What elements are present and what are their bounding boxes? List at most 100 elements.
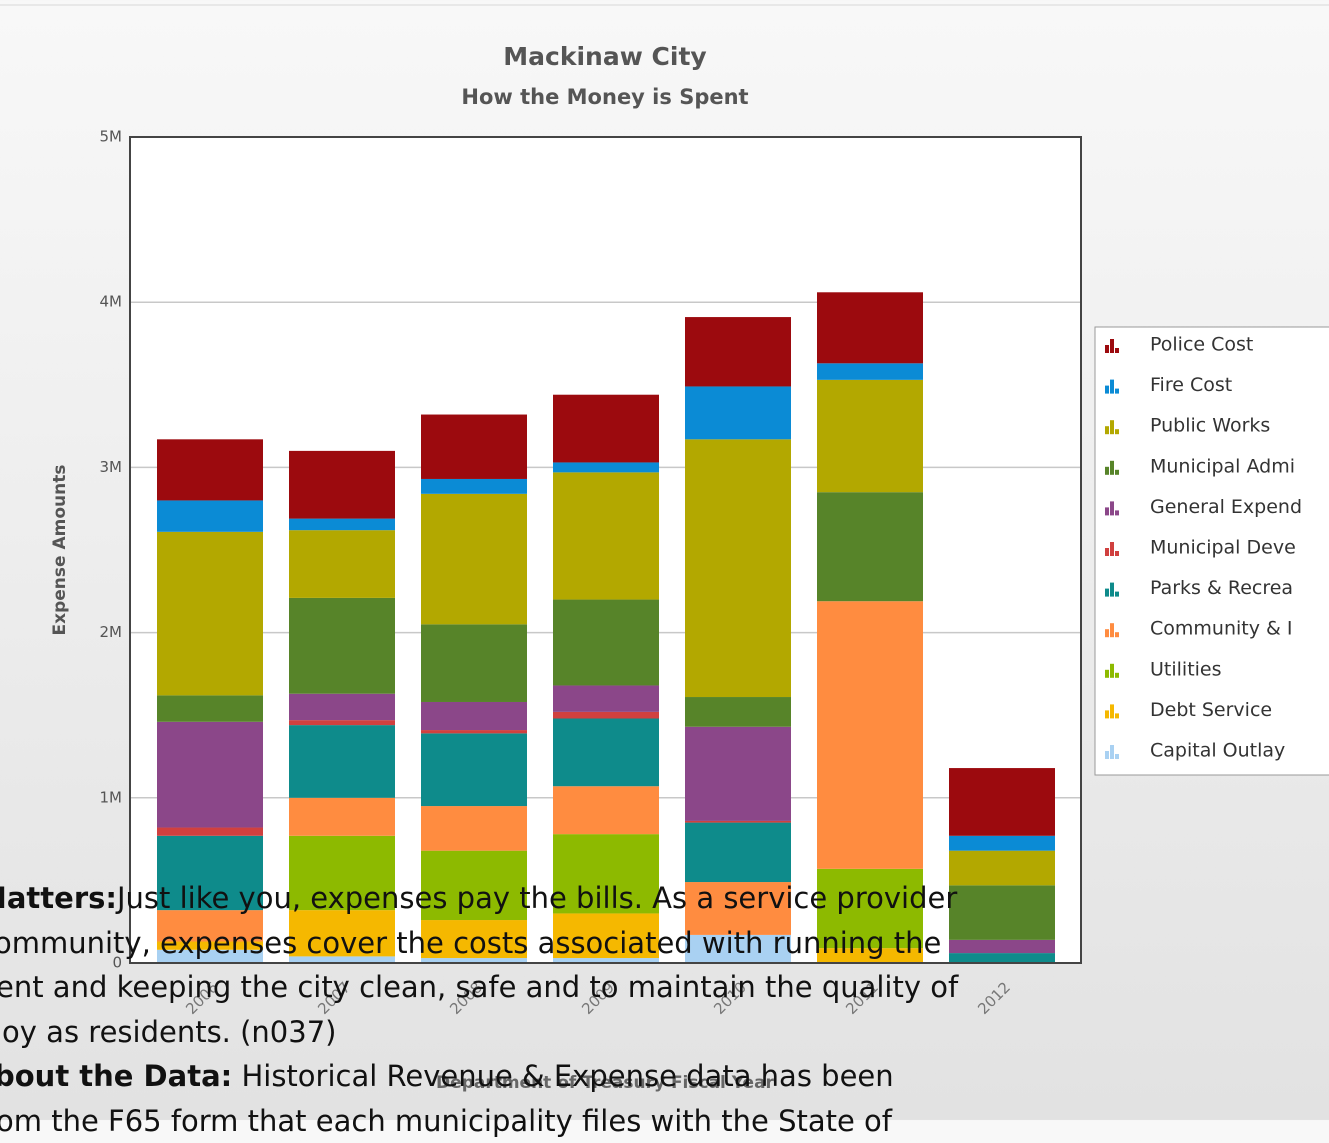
legend-icon-bar xyxy=(1105,670,1109,678)
legend-icon-bar xyxy=(1115,592,1119,597)
bar-segment xyxy=(949,836,1055,851)
bar-segment xyxy=(421,806,527,851)
bar-segment xyxy=(289,519,395,531)
legend-icon-bar xyxy=(1115,754,1119,759)
bold-label: bout the Data: xyxy=(0,1059,232,1093)
legend-icon-bar xyxy=(1115,389,1119,394)
legend-icon-bar xyxy=(1110,380,1114,394)
bar-segment xyxy=(553,462,659,472)
legend-icon-bar xyxy=(1105,548,1109,556)
legend-icon-bar xyxy=(1110,501,1114,515)
text-line: ent and keeping the city clean, safe and… xyxy=(0,965,1325,1010)
text-line: Matters:Just like you, expenses pay the … xyxy=(0,876,1307,921)
legend-label: Municipal Admi xyxy=(1150,455,1295,477)
legend-icon-bar xyxy=(1105,629,1109,637)
bar-segment xyxy=(157,439,263,500)
y-tick-label: 4M xyxy=(100,293,123,311)
legend-icon-bar xyxy=(1110,339,1114,353)
bar-segment xyxy=(289,798,395,836)
bar-segment xyxy=(289,598,395,694)
bar-segment xyxy=(157,695,263,721)
bar-segment xyxy=(817,292,923,363)
legend-icon-bar xyxy=(1105,345,1109,353)
bar-segment xyxy=(157,500,263,531)
legend-icon-bar xyxy=(1115,348,1119,353)
bar-segment xyxy=(421,702,527,730)
bar-segment xyxy=(685,697,791,727)
bar-segment xyxy=(553,719,659,787)
text: Just like you, expenses pay the bills. A… xyxy=(117,881,957,915)
legend-icon-bar xyxy=(1110,461,1114,475)
y-tick-label: 1M xyxy=(100,788,123,806)
bar-segment xyxy=(421,415,527,479)
text: joy as residents. (n037) xyxy=(0,1015,336,1049)
bar-segment xyxy=(157,722,263,828)
bar-segment xyxy=(817,492,923,601)
y-axis-label: Expense Amounts xyxy=(50,465,70,636)
bar-segment xyxy=(817,601,923,869)
legend-label: Community & I xyxy=(1150,618,1292,640)
bar-segment xyxy=(553,472,659,599)
legend-icon-bar xyxy=(1105,710,1109,718)
legend-label: Fire Cost xyxy=(1150,374,1232,396)
legend: Police Cost Fire Cost Public Works Municipa… xyxy=(1095,327,1329,775)
bar-segment xyxy=(685,317,791,386)
legend-icon-bar xyxy=(1115,551,1119,556)
bar-segment xyxy=(157,828,263,836)
text: om the F65 form that each municipality f… xyxy=(0,1104,892,1138)
legend-icon-bar xyxy=(1110,583,1114,597)
bold-label: Matters: xyxy=(0,881,117,915)
bar-segment xyxy=(685,439,791,697)
legend-icon-bar xyxy=(1105,386,1109,394)
bar-segment xyxy=(553,600,659,686)
legend-icon-bar xyxy=(1105,507,1109,515)
text-line: bout the Data: Historical Revenue & Expe… xyxy=(0,1054,1323,1099)
legend-icon-bar xyxy=(1110,623,1114,637)
legend-icon-bar xyxy=(1110,745,1114,759)
legend-icon-bar xyxy=(1110,542,1114,556)
y-tick-label: 5M xyxy=(100,128,123,146)
bar-segment xyxy=(157,532,263,696)
bar-segment xyxy=(421,730,527,733)
page: Mackinaw City How the Money is Spent Exp… xyxy=(0,0,1329,1120)
bar-segment xyxy=(949,768,1055,836)
y-tick-label: 3M xyxy=(100,458,123,476)
legend-icon-bar xyxy=(1115,673,1119,678)
bar-segment xyxy=(553,395,659,463)
legend-label: General Expend xyxy=(1150,496,1302,518)
bar-segment xyxy=(289,530,395,598)
legend-label: Utilities xyxy=(1150,658,1222,680)
legend-icon-bar xyxy=(1105,467,1109,475)
bar-segment xyxy=(817,380,923,492)
bar-segment xyxy=(421,479,527,494)
bar-segment xyxy=(685,821,791,823)
chart-title: Mackinaw City xyxy=(503,42,706,71)
legend-icon-bar xyxy=(1110,704,1114,718)
bar-segment xyxy=(553,712,659,719)
legend-label: Public Works xyxy=(1150,415,1270,437)
bar-segment xyxy=(685,386,791,439)
y-tick-label: 2M xyxy=(100,623,123,641)
legend-icon-bar xyxy=(1105,426,1109,434)
legend-label: Police Cost xyxy=(1150,334,1253,356)
legend-icon-bar xyxy=(1115,632,1119,637)
legend-icon-bar xyxy=(1115,470,1119,475)
chart-subtitle: How the Money is Spent xyxy=(461,85,748,109)
legend-label: Parks & Recrea xyxy=(1150,577,1293,599)
bar-segment xyxy=(421,733,527,806)
text-line: om the F65 form that each municipality f… xyxy=(0,1099,1325,1143)
text-line: joy as residents. (n037) xyxy=(0,1010,1323,1055)
bar-segment xyxy=(817,363,923,380)
bar-segment xyxy=(685,823,791,882)
legend-icon-bar xyxy=(1105,589,1109,597)
bar-segment xyxy=(289,451,395,519)
legend-icon-bar xyxy=(1105,751,1109,759)
bar-segment xyxy=(289,694,395,720)
text: ent and keeping the city clean, safe and… xyxy=(0,970,958,1004)
legend-icon-bar xyxy=(1115,429,1119,434)
bar-segment xyxy=(289,725,395,798)
bar-segment xyxy=(289,720,395,725)
bar-segment xyxy=(421,494,527,625)
description-text: Matters:Just like you, expenses pay the … xyxy=(0,876,1329,1143)
text: Historical Revenue & Expense data has be… xyxy=(232,1059,893,1093)
